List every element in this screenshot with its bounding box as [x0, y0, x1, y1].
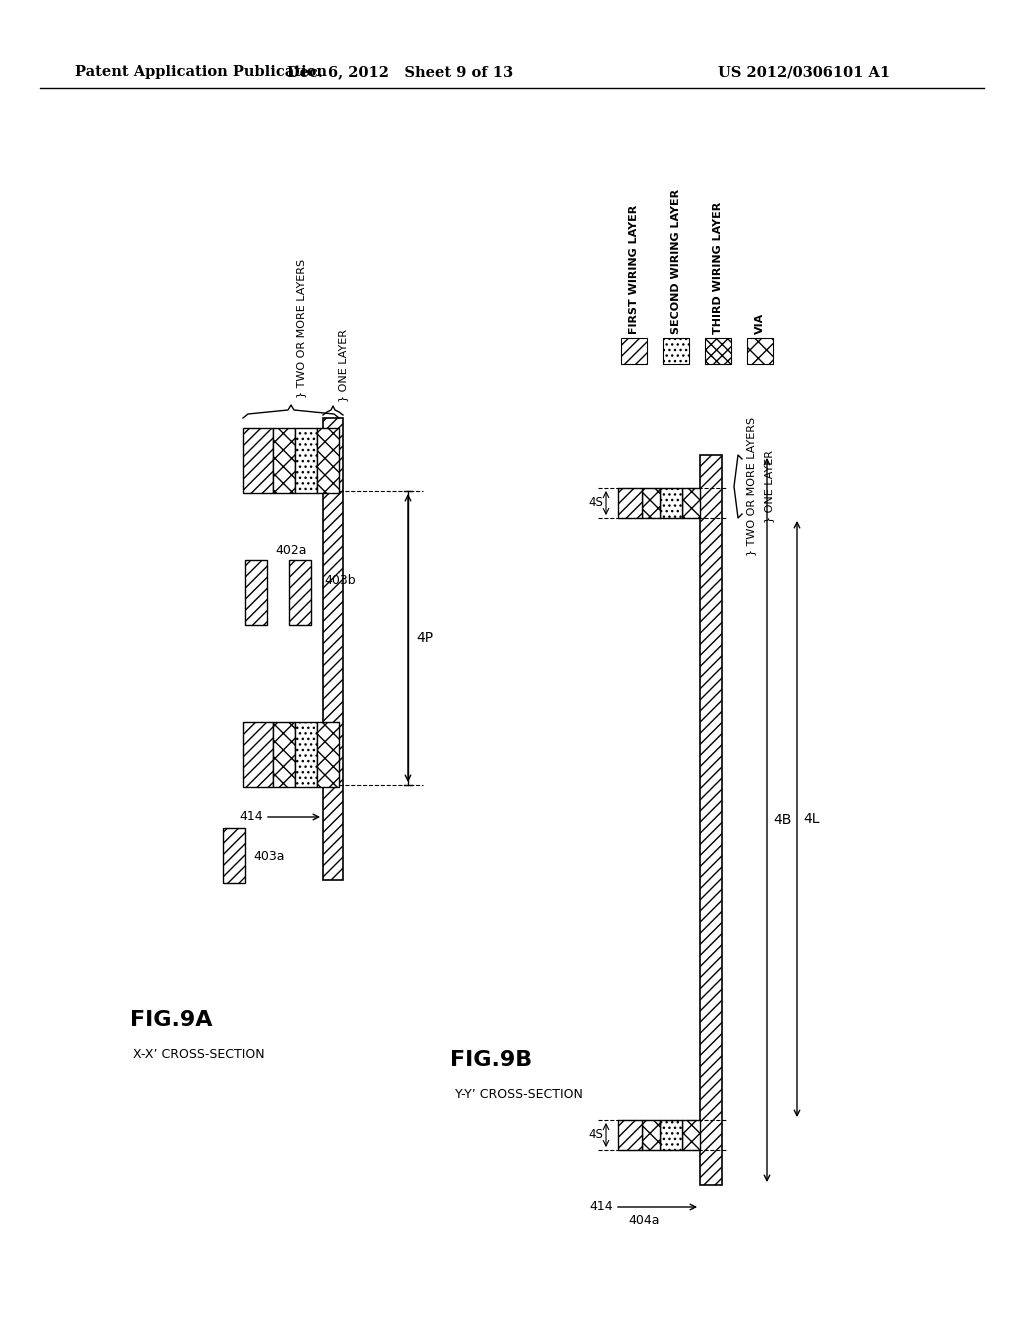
Text: VIA: VIA — [755, 313, 765, 334]
Bar — [317, 722, 339, 787]
Bar — [700, 455, 722, 1185]
Text: 4L: 4L — [803, 812, 819, 826]
Text: 404a: 404a — [628, 1214, 659, 1228]
Bar — [323, 418, 343, 880]
Bar — [273, 722, 295, 787]
Text: } ONE LAYER: } ONE LAYER — [764, 450, 774, 523]
Bar — [273, 428, 295, 492]
Text: FIRST WIRING LAYER: FIRST WIRING LAYER — [629, 205, 639, 334]
Text: Y-Y’ CROSS-SECTION: Y-Y’ CROSS-SECTION — [455, 1088, 583, 1101]
Text: 4S: 4S — [588, 496, 603, 510]
Bar — [317, 428, 339, 492]
Bar — [642, 488, 660, 517]
Bar — [663, 338, 689, 364]
Text: 414: 414 — [240, 810, 263, 824]
Bar — [223, 828, 245, 883]
Bar — [642, 1119, 660, 1150]
Text: 4P: 4P — [416, 631, 433, 645]
Text: Patent Application Publication: Patent Application Publication — [75, 65, 327, 79]
Text: Dec. 6, 2012   Sheet 9 of 13: Dec. 6, 2012 Sheet 9 of 13 — [287, 65, 513, 79]
Text: US 2012/0306101 A1: US 2012/0306101 A1 — [718, 65, 890, 79]
Bar — [618, 488, 642, 517]
Bar — [245, 560, 267, 624]
Text: 403b: 403b — [324, 573, 355, 586]
Bar — [682, 1119, 700, 1150]
Bar — [705, 338, 731, 364]
Text: } TWO OR MORE LAYERS: } TWO OR MORE LAYERS — [296, 259, 306, 399]
Bar — [243, 722, 273, 787]
Bar — [243, 428, 273, 492]
Bar — [289, 560, 311, 624]
Bar — [660, 488, 682, 517]
Text: } TWO OR MORE LAYERS: } TWO OR MORE LAYERS — [746, 417, 756, 556]
Bar — [618, 1119, 642, 1150]
Text: SECOND WIRING LAYER: SECOND WIRING LAYER — [671, 189, 681, 334]
Text: THIRD WIRING LAYER: THIRD WIRING LAYER — [713, 202, 723, 334]
Text: 414: 414 — [590, 1200, 613, 1213]
Text: 403a: 403a — [253, 850, 285, 862]
Text: FIG.9B: FIG.9B — [450, 1049, 532, 1071]
Text: 4B: 4B — [773, 813, 792, 828]
Text: X-X’ CROSS-SECTION: X-X’ CROSS-SECTION — [133, 1048, 264, 1061]
Text: 4S: 4S — [588, 1129, 603, 1142]
Bar — [295, 722, 317, 787]
Text: FIG.9A: FIG.9A — [130, 1010, 213, 1030]
Text: } ONE LAYER: } ONE LAYER — [338, 329, 348, 403]
Bar — [295, 428, 317, 492]
Bar — [682, 488, 700, 517]
Bar — [746, 338, 773, 364]
Text: 402a: 402a — [275, 544, 306, 557]
Bar — [621, 338, 647, 364]
Bar — [660, 1119, 682, 1150]
